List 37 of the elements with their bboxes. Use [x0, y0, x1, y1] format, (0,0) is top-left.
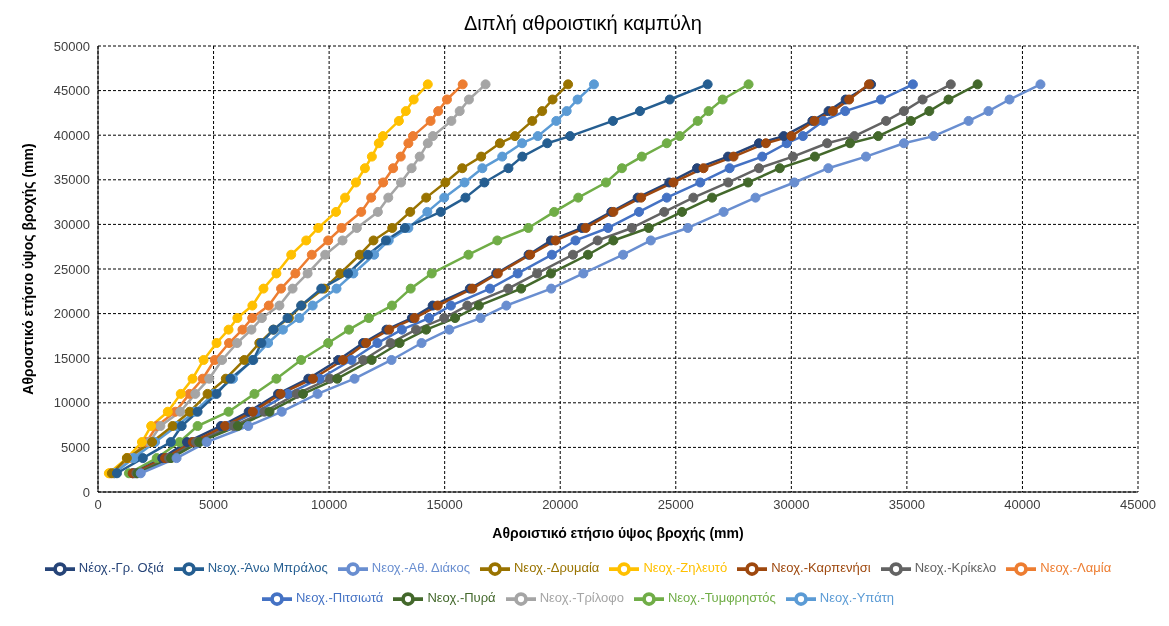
y-tick-label: 35000 [53, 172, 90, 188]
x-tick-label: 20000 [542, 497, 579, 513]
legend-label: Νεοχ.-Πυρά [427, 590, 496, 606]
x-axis-title: Αθροιστικό ετήσιο ύψος βροχής (mm) [492, 525, 744, 541]
y-tick-label: 5000 [61, 440, 90, 456]
x-tick-label: 30000 [773, 497, 810, 513]
legend-label: Νεοχ.-Πιτσιωτά [295, 590, 384, 606]
y-tick-label: 20000 [53, 306, 90, 322]
legend-label: Νεοχ.-Ζηλευτό [643, 560, 728, 576]
legend-label: Νεοχ.-Άνω Μπράλος [207, 560, 328, 576]
x-tick-label: 40000 [1004, 497, 1041, 513]
x-tick-label: 10000 [311, 497, 348, 513]
legend-label: Νέοχ.-Γρ. Οξιά [78, 560, 164, 576]
y-tick-label: 45000 [53, 83, 90, 99]
y-tick-label: 0 [82, 484, 90, 500]
y-tick-label: 40000 [53, 127, 90, 143]
x-tick-label: 15000 [426, 497, 463, 513]
y-tick-label: 25000 [53, 261, 90, 277]
legend-label: Νεοχ.-Τρίλοφο [539, 590, 624, 606]
chart-title: Διπλή αθροιστική καμπύλη [464, 12, 702, 34]
x-tick-label: 0 [94, 497, 102, 513]
x-tick-label: 35000 [888, 497, 925, 513]
legend-label: Νεοχ.-Λαμία [1040, 560, 1112, 576]
y-tick-label: 15000 [53, 350, 90, 366]
legend-label: Νεοχ.-Αθ. Διάκος [371, 560, 470, 576]
y-tick-label: 50000 [53, 38, 90, 54]
y-axis-title: Αθροιστικό ετήσιο ύψος βροχής (mm) [19, 143, 36, 395]
y-tick-label: 10000 [53, 395, 90, 411]
y-tick-label: 30000 [53, 217, 90, 233]
legend-label: Νεοχ.-Τυμφρηστός [667, 590, 776, 606]
legend-label: Νεοχ.-Κρίκελο [914, 560, 997, 576]
x-tick-label: 5000 [199, 497, 229, 513]
legend-label: Νεοχ.-Καρπενήσι [771, 560, 871, 576]
x-tick-label: 45000 [1119, 497, 1157, 513]
legend-label: Νεοχ.-Δρυμαία [513, 560, 600, 576]
legend-label: Νεοχ.-Υπάτη [819, 590, 895, 606]
x-tick-label: 25000 [657, 497, 694, 513]
